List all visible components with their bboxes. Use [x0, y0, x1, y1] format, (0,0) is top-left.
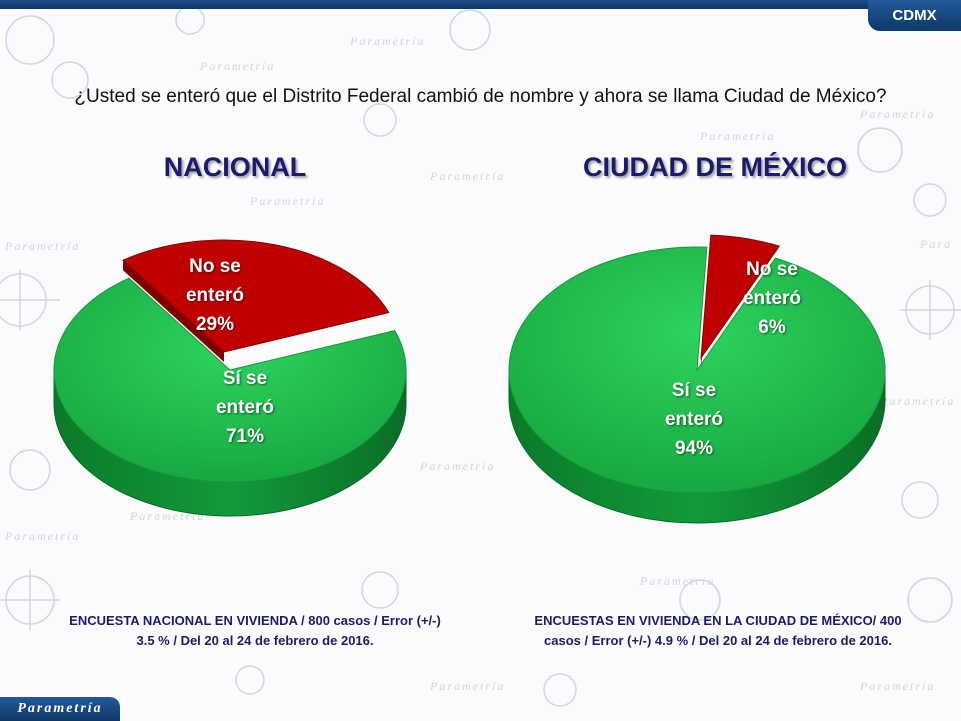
footnote-line: ENCUESTAS EN VIVIENDA EN LA CIUDAD DE MÉ…	[534, 613, 902, 628]
svg-text:Parametría: Parametría	[699, 129, 775, 143]
label-line: No se	[746, 259, 798, 280]
pie-slice-nacional-si	[53, 277, 407, 483]
footnote-nacional: ENCUESTA NACIONAL EN VIVIENDA / 800 caso…	[40, 611, 470, 651]
label-line: enteró	[742, 288, 802, 309]
svg-text:Parametría: Parametría	[249, 194, 325, 208]
label-line: enteró	[185, 285, 245, 306]
svg-text:Parametría: Parametría	[879, 394, 955, 408]
label-line: Sí se	[222, 368, 268, 389]
footnote-line: casos / Error (+/-) 4.9 % / Del 20 al 24…	[544, 633, 892, 648]
svg-text:Parametría: Parametría	[199, 59, 275, 73]
parametria-logo: Parametría	[0, 697, 120, 721]
svg-text:Parametría: Parametría	[4, 239, 80, 253]
label-line: No se	[189, 256, 241, 277]
pie-slice-cdmx-si	[508, 246, 886, 494]
pie-slice-cdmx-no	[700, 234, 781, 360]
svg-text:Parametría: Parametría	[419, 459, 495, 473]
svg-text:Para: Para	[919, 237, 952, 251]
label-line: Sí se	[671, 380, 717, 401]
label-line: 71%	[225, 426, 265, 447]
label-line: 29%	[195, 314, 235, 335]
pie-slice-edge-nacional	[123, 260, 224, 362]
svg-text:Parametría: Parametría	[349, 34, 425, 48]
label-line: 6%	[758, 317, 786, 338]
footnote-line: 3.5 % / Del 20 al 24 de febrero de 2016.	[136, 633, 374, 648]
slice-label-cdmx-no: No se enteró 6%	[722, 255, 822, 342]
slice-label-nacional-si: Sí se enteró 71%	[195, 364, 295, 451]
slice-label-cdmx-si: Sí se enteró 94%	[644, 376, 744, 463]
slice-label-nacional-no: No se enteró 29%	[165, 252, 265, 339]
svg-text:Parametría: Parametría	[429, 169, 505, 183]
pie-slice-nacional-no	[122, 239, 390, 353]
svg-text:Parametría: Parametría	[859, 107, 935, 121]
label-line: enteró	[664, 409, 724, 430]
pie-cdmx	[508, 234, 886, 524]
label-line: enteró	[215, 397, 275, 418]
survey-question: ¿Usted se enteró que el Distrito Federal…	[74, 86, 887, 107]
footnote-cdmx: ENCUESTAS EN VIVIENDA EN LA CIUDAD DE MÉ…	[508, 611, 928, 651]
chart-title-nacional: NACIONAL	[163, 152, 307, 182]
chart-title-cdmx: CIUDAD DE MÉXICO	[582, 152, 847, 182]
footnote-line: ENCUESTA NACIONAL EN VIVIENDA / 800 caso…	[69, 613, 441, 628]
svg-text:Parametría: Parametría	[639, 574, 715, 588]
pie-nacional	[53, 239, 407, 517]
svg-text:Parametría: Parametría	[429, 679, 505, 693]
svg-text:Parametría: Parametría	[4, 529, 80, 543]
svg-text:Parametría: Parametría	[859, 679, 935, 693]
label-line: 94%	[674, 438, 714, 459]
region-tag: CDMX	[868, 0, 961, 31]
top-bar	[0, 0, 961, 9]
